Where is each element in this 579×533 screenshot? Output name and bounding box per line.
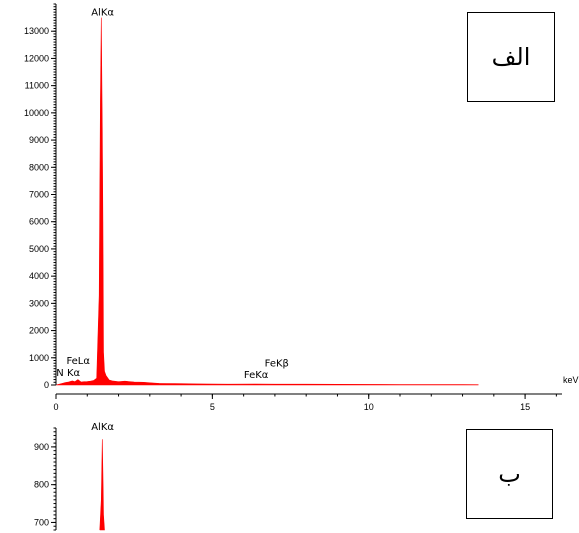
peak-label: FeLα	[66, 356, 90, 367]
panel-label-a: الف	[467, 12, 555, 102]
x-axis-label: keV	[563, 375, 579, 385]
peak-label: FeKα	[244, 370, 269, 381]
y-tick-label: 6000	[29, 217, 49, 227]
y-tick-label: 13000	[24, 26, 49, 36]
y-tick-label: 1000	[29, 353, 49, 363]
y-tick-label: 7000	[29, 190, 49, 200]
panel-label-text: ب	[498, 460, 521, 488]
y-tick-label: 800	[34, 480, 49, 490]
x-tick-label: 10	[364, 402, 374, 412]
peak-label: FeKβ	[265, 359, 289, 370]
y-tick-label: 2000	[29, 326, 49, 336]
spectrum-series	[55, 17, 479, 386]
spectrum-series	[99, 439, 105, 531]
y-tick-label: 4000	[29, 271, 49, 281]
panel-label-b: ب	[466, 429, 553, 519]
spectrum-chart-b: 700 800 900 AlKα	[34, 422, 114, 531]
y-tick-label: 3000	[29, 298, 49, 308]
y-tick-label: 8000	[29, 162, 49, 172]
y-tick-label: 12000	[24, 53, 49, 63]
spectrum-chart-a: 0100020003000400050006000700080009000100…	[24, 3, 579, 412]
y-tick-label: 9000	[29, 135, 49, 145]
y-tick-label: 900	[34, 442, 49, 452]
x-tick-label: 0	[53, 402, 58, 412]
x-tick-label: 15	[520, 402, 530, 412]
y-tick-label: 5000	[29, 244, 49, 254]
peak-label: AlKα	[91, 8, 114, 19]
y-tick-label: 0	[44, 380, 49, 390]
y-tick-label: 11000	[25, 81, 49, 91]
y-tick-label: 10000	[24, 108, 49, 118]
y-tick-label: 700	[34, 517, 49, 527]
peak-label: N Kα	[56, 368, 80, 379]
x-tick-label: 5	[210, 402, 215, 412]
peak-label: AlKα	[91, 422, 114, 433]
panel-label-text: الف	[491, 43, 531, 71]
